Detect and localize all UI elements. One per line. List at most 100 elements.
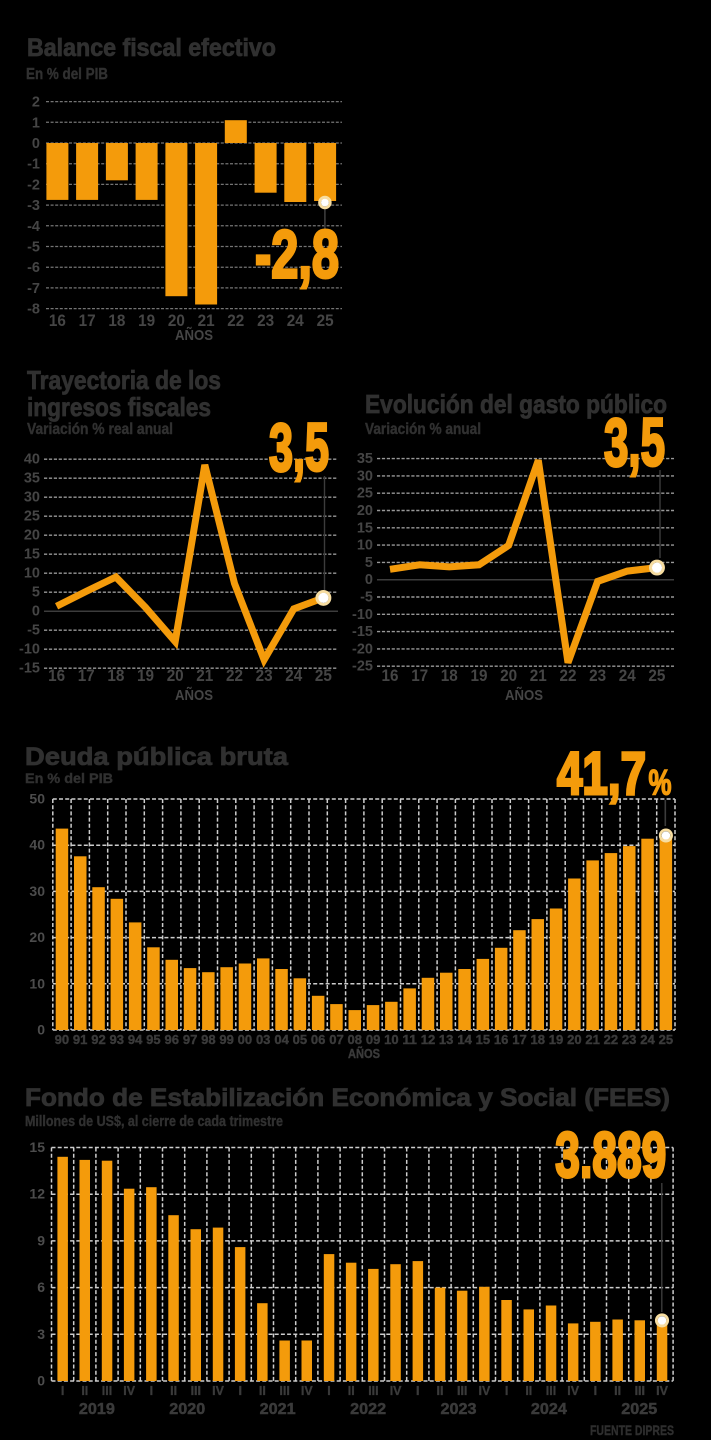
svg-text:0: 0	[365, 572, 373, 588]
svg-text:0: 0	[37, 1373, 45, 1389]
svg-text:25: 25	[24, 509, 40, 525]
svg-text:22: 22	[560, 666, 577, 685]
svg-text:18: 18	[441, 666, 458, 685]
svg-text:-5: -5	[27, 623, 40, 639]
svg-text:-3: -3	[27, 198, 40, 214]
svg-text:III: III	[102, 1384, 112, 1398]
svg-text:17: 17	[78, 666, 95, 685]
svg-text:-5: -5	[360, 590, 373, 606]
svg-text:FUENTE DIPRES: FUENTE DIPRES	[590, 1422, 674, 1438]
svg-text:IV: IV	[212, 1384, 224, 1398]
svg-text:-25: -25	[352, 659, 373, 675]
svg-text:22: 22	[604, 1032, 619, 1047]
svg-text:9: 9	[37, 1232, 45, 1248]
svg-text:Millones de US$, al cierre de: Millones de US$, al cierre de cada trime…	[25, 1114, 283, 1130]
svg-text:20: 20	[567, 1032, 582, 1047]
svg-text:III: III	[546, 1384, 556, 1398]
svg-text:19: 19	[138, 311, 155, 330]
svg-text:6: 6	[37, 1279, 45, 1295]
svg-text:ingresos fiscales: ingresos fiscales	[27, 392, 211, 422]
svg-text:13: 13	[439, 1032, 454, 1047]
svg-text:-5: -5	[27, 240, 40, 256]
svg-text:24: 24	[619, 666, 636, 685]
svg-text:IV: IV	[301, 1384, 313, 1398]
svg-text:I: I	[61, 1384, 64, 1398]
svg-text:II: II	[170, 1384, 177, 1398]
svg-text:Evolución del gasto público: Evolución del gasto público	[365, 389, 667, 419]
svg-text:91: 91	[73, 1032, 88, 1047]
svg-text:En % del PIB: En % del PIB	[26, 66, 108, 83]
svg-text:3: 3	[37, 1326, 45, 1342]
svg-text:99: 99	[219, 1032, 234, 1047]
svg-text:3,5: 3,5	[604, 405, 665, 481]
svg-text:III: III	[635, 1384, 645, 1398]
svg-text:I: I	[594, 1384, 597, 1398]
svg-text:II: II	[81, 1384, 88, 1398]
svg-text:Variación % anual: Variación % anual	[365, 421, 481, 438]
svg-text:1: 1	[32, 115, 40, 131]
svg-text:IV: IV	[656, 1384, 668, 1398]
svg-text:10: 10	[29, 975, 45, 991]
svg-text:IV: IV	[390, 1384, 402, 1398]
svg-text:41,7: 41,7	[557, 740, 646, 807]
svg-text:06: 06	[311, 1032, 326, 1047]
svg-text:25: 25	[659, 1032, 674, 1047]
svg-text:19: 19	[137, 666, 154, 685]
svg-text:20: 20	[168, 311, 185, 330]
svg-text:Fondo de Estabilización Económ: Fondo de Estabilización Económica y Soci…	[25, 1084, 670, 1112]
svg-text:Deuda pública bruta: Deuda pública bruta	[25, 743, 289, 771]
svg-text:I: I	[416, 1384, 419, 1398]
svg-text:I: I	[327, 1384, 330, 1398]
svg-text:2025: 2025	[621, 1401, 657, 1418]
svg-text:16: 16	[48, 666, 65, 685]
svg-text:I: I	[150, 1384, 153, 1398]
svg-text:12: 12	[29, 1186, 45, 1202]
svg-text:Trayectoria de los: Trayectoria de los	[27, 365, 221, 395]
svg-text:98: 98	[201, 1032, 216, 1047]
svg-text:II: II	[614, 1384, 621, 1398]
svg-text:18: 18	[107, 666, 124, 685]
svg-text:5: 5	[365, 555, 373, 571]
svg-text:15: 15	[357, 520, 373, 536]
svg-text:2023: 2023	[441, 1401, 477, 1418]
svg-text:-2: -2	[27, 177, 40, 193]
svg-text:-15: -15	[352, 624, 373, 640]
svg-text:93: 93	[110, 1032, 125, 1047]
svg-text:35: 35	[357, 451, 373, 467]
svg-text:10: 10	[357, 538, 373, 554]
svg-text:III: III	[457, 1384, 467, 1398]
svg-text:I: I	[505, 1384, 508, 1398]
svg-text:IV: IV	[123, 1384, 135, 1398]
svg-text:II: II	[348, 1384, 355, 1398]
svg-text:21: 21	[585, 1032, 600, 1047]
svg-text:3.889: 3.889	[555, 1119, 666, 1191]
svg-text:15: 15	[29, 1139, 45, 1155]
svg-text:I: I	[238, 1384, 241, 1398]
svg-text:40: 40	[24, 452, 40, 468]
svg-text:Balance fiscal efectivo: Balance fiscal efectivo	[27, 34, 276, 62]
svg-text:19: 19	[549, 1032, 564, 1047]
svg-text:IV: IV	[478, 1384, 490, 1398]
svg-text:10: 10	[384, 1032, 399, 1047]
svg-text:0: 0	[32, 136, 40, 152]
svg-text:21: 21	[198, 311, 215, 330]
svg-text:AÑOS: AÑOS	[175, 686, 213, 704]
svg-text:20: 20	[167, 666, 184, 685]
svg-text:2022: 2022	[350, 1401, 386, 1418]
svg-text:17: 17	[512, 1032, 527, 1047]
svg-text:16: 16	[382, 666, 399, 685]
svg-text:2019: 2019	[79, 1401, 115, 1418]
svg-text:14: 14	[457, 1032, 472, 1047]
svg-text:50: 50	[29, 791, 45, 807]
svg-text:18: 18	[531, 1032, 546, 1047]
svg-text:III: III	[368, 1384, 378, 1398]
svg-text:16: 16	[494, 1032, 509, 1047]
svg-text:09: 09	[366, 1032, 381, 1047]
svg-text:22: 22	[227, 311, 244, 330]
svg-text:15: 15	[24, 547, 40, 563]
svg-text:III: III	[191, 1384, 201, 1398]
svg-text:5: 5	[32, 585, 40, 601]
svg-text:24: 24	[287, 311, 304, 330]
svg-text:08: 08	[348, 1032, 363, 1047]
svg-text:-6: -6	[27, 260, 40, 276]
